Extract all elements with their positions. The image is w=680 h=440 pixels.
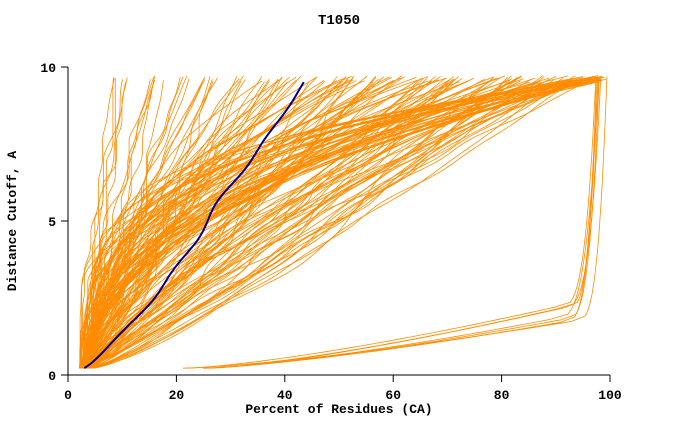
model-curve <box>85 75 576 369</box>
model-curve <box>89 75 603 369</box>
model-curve <box>88 78 456 369</box>
axes: 0 20 40 60 80 100 0 5 10 <box>40 61 622 403</box>
model-curve <box>204 79 599 369</box>
model-curve <box>80 78 115 369</box>
model-curve <box>93 75 441 369</box>
model-curve <box>209 77 602 369</box>
chart-title: T1050 <box>318 13 360 29</box>
model-curve <box>82 80 595 369</box>
model-curve <box>92 78 601 369</box>
y-tick-label: 5 <box>48 215 56 230</box>
model-curve <box>92 76 557 369</box>
y-tick-label: 0 <box>48 369 56 384</box>
x-tick-label: 40 <box>277 388 293 403</box>
model-curve <box>91 81 586 369</box>
model-curve <box>81 79 607 369</box>
x-tick-label: 0 <box>64 388 72 403</box>
model-curve <box>85 80 580 369</box>
model-curve <box>84 75 544 369</box>
model-curve <box>91 76 519 369</box>
model-curve <box>90 75 355 369</box>
model-curves <box>78 75 608 370</box>
model-curve <box>80 75 569 369</box>
x-tick-label: 20 <box>169 388 185 403</box>
model-curve <box>93 76 495 369</box>
model-curve <box>204 77 597 369</box>
model-curve <box>87 76 600 369</box>
highlighted-curve <box>83 81 305 370</box>
model-curve <box>80 77 593 369</box>
model-curve <box>86 77 584 369</box>
model-curve <box>203 80 600 369</box>
model-curve <box>91 78 578 369</box>
model-curve <box>81 79 555 369</box>
model-curve <box>83 75 263 369</box>
model-curve <box>89 77 536 369</box>
model-curve <box>89 76 603 369</box>
model-curve <box>91 75 512 369</box>
model-curve <box>92 81 511 369</box>
model-curve <box>89 81 600 369</box>
model-curve <box>79 80 565 369</box>
model-curve <box>81 82 126 369</box>
model-curve <box>81 78 354 369</box>
model-curve <box>78 78 551 369</box>
x-tick-label: 60 <box>385 388 401 403</box>
model-curve <box>80 80 433 369</box>
model-curve <box>79 77 447 369</box>
model-curve <box>79 78 279 369</box>
model-curve <box>81 76 454 369</box>
y-tick-label: 10 <box>40 61 56 76</box>
model-curve <box>90 79 591 369</box>
model-curve <box>92 79 602 369</box>
model-curve <box>82 77 128 369</box>
model-curve <box>185 78 597 369</box>
x-axis-label: Percent of Residues (CA) <box>245 402 432 417</box>
model-curve <box>87 81 242 369</box>
x-tick-label: 80 <box>494 388 510 403</box>
model-curve <box>91 80 450 369</box>
y-axis-label: Distance Cutoff, A <box>5 151 20 292</box>
model-curve <box>182 76 608 369</box>
model-curve <box>89 77 494 369</box>
model-curve <box>80 81 265 369</box>
x-tick-label: 100 <box>598 388 622 403</box>
